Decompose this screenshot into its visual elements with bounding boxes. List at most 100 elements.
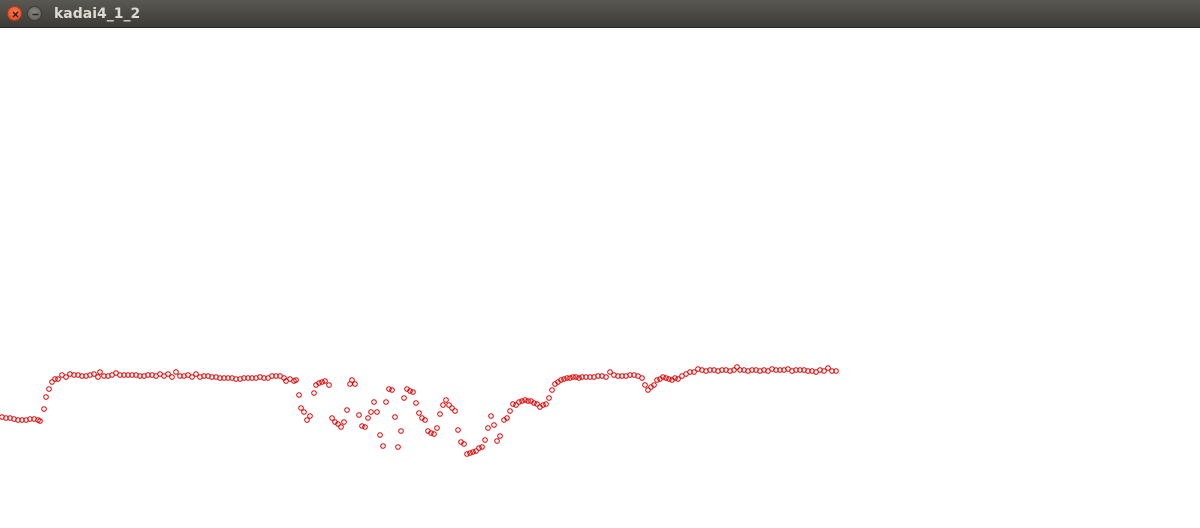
data-point <box>319 379 325 385</box>
data-point <box>356 412 362 418</box>
data-point <box>663 375 669 381</box>
data-point <box>296 392 302 398</box>
data-point <box>737 367 743 373</box>
data-point <box>392 414 398 420</box>
data-point <box>431 431 437 437</box>
data-point <box>540 402 546 408</box>
data-point <box>564 375 570 381</box>
data-point <box>494 438 500 444</box>
data-point <box>455 427 461 433</box>
data-point <box>461 441 467 447</box>
data-point <box>91 371 97 377</box>
data-point <box>329 415 335 421</box>
data-point <box>335 421 341 427</box>
data-point <box>595 373 601 379</box>
data-point <box>619 373 625 379</box>
data-point <box>341 419 347 425</box>
data-point <box>169 374 175 380</box>
data-point <box>567 375 573 381</box>
data-point <box>63 374 69 380</box>
data-point <box>97 369 103 375</box>
data-point <box>749 367 755 373</box>
data-point <box>46 386 52 392</box>
data-point <box>269 373 275 379</box>
data-point <box>440 402 446 408</box>
data-point <box>488 413 494 419</box>
data-point <box>3 415 9 421</box>
data-point <box>491 422 497 428</box>
data-point <box>410 389 416 395</box>
data-point <box>615 373 621 379</box>
data-point <box>422 417 428 423</box>
data-point <box>307 413 313 419</box>
data-point <box>504 415 510 421</box>
data-point <box>316 380 322 386</box>
data-point <box>805 368 811 374</box>
data-point <box>707 367 713 373</box>
data-point <box>482 437 488 443</box>
data-point <box>666 376 672 382</box>
data-point <box>510 401 516 407</box>
data-point <box>398 428 404 434</box>
data-point <box>672 375 678 381</box>
data-point <box>217 375 223 381</box>
data-point <box>177 373 183 379</box>
data-point <box>734 364 740 370</box>
data-point <box>145 372 151 378</box>
data-point <box>383 399 389 405</box>
data-point <box>137 373 143 379</box>
data-point <box>273 373 279 379</box>
data-point <box>27 416 33 422</box>
data-point <box>473 448 479 454</box>
data-point <box>467 450 473 456</box>
data-point <box>241 375 247 381</box>
data-point <box>464 451 470 457</box>
data-point <box>374 409 380 415</box>
data-point <box>645 387 651 393</box>
data-point <box>660 374 666 380</box>
data-point <box>125 372 131 378</box>
minimize-button[interactable] <box>27 6 42 21</box>
data-point <box>311 390 317 396</box>
data-point <box>377 432 383 438</box>
data-point <box>607 369 613 375</box>
data-point <box>543 401 549 407</box>
data-point <box>362 424 368 430</box>
data-point <box>507 408 513 414</box>
data-point <box>173 369 179 375</box>
data-point <box>416 410 422 416</box>
data-point <box>691 369 697 375</box>
data-point <box>349 377 355 383</box>
data-point <box>117 372 123 378</box>
data-point <box>261 375 267 381</box>
data-point <box>52 376 58 382</box>
data-point <box>43 394 49 400</box>
data-point <box>627 372 633 378</box>
data-point <box>561 376 567 382</box>
data-point <box>821 368 827 374</box>
data-point <box>525 398 531 404</box>
data-point <box>49 379 55 385</box>
data-point <box>389 387 395 393</box>
close-icon <box>12 11 19 18</box>
data-point <box>603 374 609 380</box>
data-point <box>675 376 681 382</box>
data-point <box>797 367 803 373</box>
data-point <box>304 417 310 423</box>
data-point <box>793 367 799 373</box>
data-point <box>470 449 476 455</box>
data-point <box>298 405 304 411</box>
title-bar[interactable]: kadai4_1_2 <box>0 0 1200 28</box>
data-point <box>338 424 344 430</box>
data-point <box>245 375 251 381</box>
data-point <box>129 372 135 378</box>
data-point <box>293 377 299 383</box>
data-point <box>401 395 407 401</box>
data-point <box>642 382 648 388</box>
close-button[interactable] <box>7 6 22 21</box>
data-point <box>365 415 371 421</box>
data-point <box>386 386 392 392</box>
data-point <box>19 417 25 423</box>
data-point <box>407 388 413 394</box>
